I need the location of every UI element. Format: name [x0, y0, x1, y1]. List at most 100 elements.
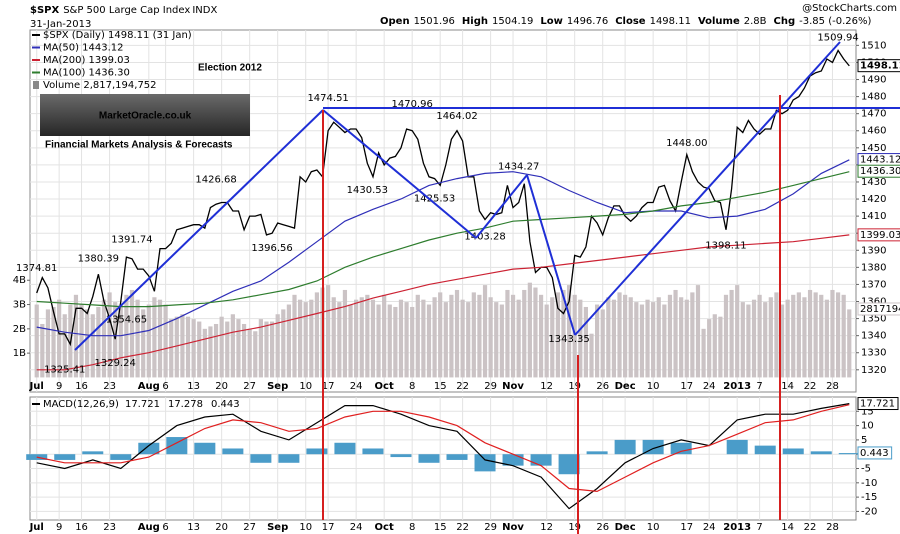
y-tick-label: -10 — [861, 478, 877, 489]
bar — [723, 294, 729, 378]
series-line — [36, 234, 850, 371]
bar — [250, 454, 272, 463]
bar — [583, 306, 588, 378]
x-tick-label: 9 — [56, 522, 62, 533]
bar — [398, 299, 404, 378]
series-line — [36, 404, 850, 493]
legend-value: 17.278 — [168, 399, 203, 410]
bar — [679, 297, 684, 378]
bar — [707, 319, 712, 378]
bar — [779, 304, 785, 378]
x-tick-label: 24 — [350, 381, 363, 392]
x-tick-label: 7 — [756, 381, 762, 392]
value-tag-label: 17.721 — [860, 399, 895, 410]
quote-label: Chg — [774, 16, 796, 27]
x-tick-label: 13 — [187, 381, 200, 392]
bar — [393, 306, 398, 378]
x-tick-label: 9 — [56, 381, 62, 392]
x-tick-label: 14 — [781, 522, 794, 533]
bar — [847, 309, 852, 378]
tagline: Financial Markets Analysis & Forecasts — [45, 140, 233, 151]
chart-title: $SPX — [30, 5, 59, 16]
price-annotation: 1354.65 — [106, 315, 147, 326]
value-tag-label: 1443.12 — [860, 155, 900, 166]
bar — [410, 306, 415, 378]
y-tick-label: 5 — [861, 435, 867, 446]
x-tick-label: 15 — [434, 522, 447, 533]
price-annotation: 1329.24 — [94, 358, 135, 369]
x-tick-label: Sep — [267, 522, 288, 533]
price-annotation: 1448.00 — [666, 138, 707, 149]
bar — [118, 304, 123, 378]
x-tick-label: 29 — [484, 381, 497, 392]
value-tag: 1498.11 — [857, 59, 900, 73]
bar — [813, 292, 818, 378]
bar — [85, 309, 90, 378]
bar — [488, 297, 493, 378]
x-tick-label: 7 — [756, 522, 762, 533]
bar — [774, 292, 779, 378]
bar — [275, 314, 280, 378]
x-tick-label: 24 — [703, 522, 716, 533]
bar — [474, 454, 496, 472]
bar — [802, 297, 807, 378]
x-tick-label: 20 — [215, 381, 228, 392]
value-tag-box — [857, 59, 900, 73]
bar — [572, 294, 577, 378]
bar — [530, 454, 552, 466]
bar — [628, 297, 633, 378]
legend-label: MA(200) 1399.03 — [43, 55, 130, 66]
bar — [197, 321, 202, 378]
bar — [194, 442, 216, 455]
price-annotation: 1396.56 — [251, 243, 292, 254]
bar — [236, 319, 241, 378]
y-tick-label: 1350 — [861, 314, 886, 325]
price-annotation: 1403.28 — [464, 232, 505, 243]
bar — [623, 294, 628, 378]
bar — [45, 309, 51, 378]
bar — [466, 302, 471, 378]
bar — [337, 302, 342, 378]
price-annotation: 1374.81 — [16, 263, 57, 274]
y-tick-label: 1320 — [861, 365, 886, 376]
bar — [550, 297, 555, 378]
bar — [342, 289, 348, 378]
x-tick-label: 8 — [409, 381, 415, 392]
x-tick-label: Jul — [29, 381, 44, 392]
x-tick-label: 10 — [299, 522, 312, 533]
x-tick-label: 22 — [804, 522, 817, 533]
bar — [606, 297, 611, 378]
bar — [482, 285, 488, 378]
bar — [213, 323, 219, 378]
bar — [578, 299, 583, 378]
bar — [614, 439, 636, 455]
x-tick-label: Aug — [138, 381, 160, 392]
x-tick-label: 8 — [409, 522, 415, 533]
quote-value: -3.85 (-0.26%) — [799, 16, 871, 27]
bar — [146, 304, 151, 378]
bar — [740, 302, 745, 378]
price-annotation: 1398.11 — [705, 240, 746, 251]
bar — [415, 294, 420, 378]
bar — [791, 294, 796, 378]
bar — [751, 299, 757, 378]
bar — [763, 302, 768, 378]
x-tick-label: Jul — [29, 522, 44, 533]
bar — [292, 294, 297, 378]
price-annotation: 1509.94 — [817, 32, 858, 43]
value-tag-box — [857, 228, 900, 242]
x-tick-label: 28 — [826, 522, 839, 533]
bar — [326, 285, 331, 378]
bar — [754, 445, 776, 455]
x-tick-label: Sep — [267, 381, 288, 392]
bar — [645, 299, 650, 378]
bar — [174, 316, 179, 378]
trend-line — [475, 174, 528, 239]
y-tick-label: 1450 — [861, 143, 886, 154]
bar — [617, 292, 622, 378]
bar — [404, 302, 409, 378]
x-tick-label: 22 — [456, 522, 469, 533]
bar — [757, 294, 762, 378]
price-annotation: 1325.41 — [44, 365, 85, 376]
